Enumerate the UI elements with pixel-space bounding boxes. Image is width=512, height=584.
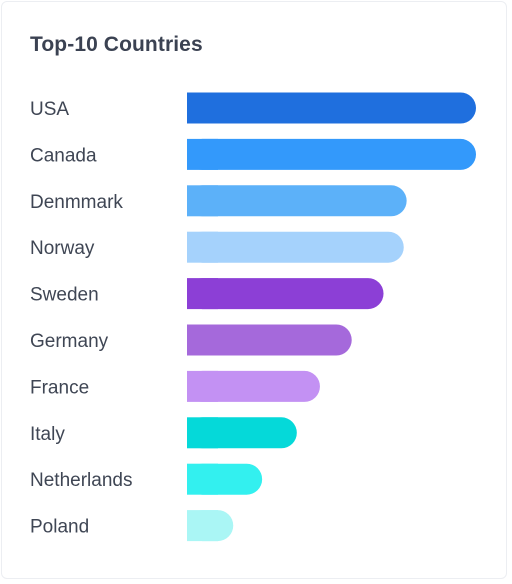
chart-title: Top-10 Countries — [30, 33, 203, 56]
category-label: France — [30, 377, 89, 398]
bar-base-netherlands — [187, 463, 218, 495]
category-label: Sweden — [30, 285, 99, 306]
category-label: Canada — [30, 145, 97, 166]
category-label: Germany — [30, 331, 109, 352]
bar-base-poland — [187, 510, 218, 542]
bar-base-canada — [187, 138, 218, 170]
bar-sweden[interactable] — [187, 278, 384, 310]
bar-base-italy — [187, 417, 218, 449]
bar-base-norway — [187, 231, 218, 263]
bar-usa[interactable] — [187, 92, 476, 124]
bar-base-sweden — [187, 278, 218, 310]
bar-base-denmmark — [187, 185, 218, 217]
bar-france[interactable] — [187, 370, 320, 402]
category-label: Netherlands — [30, 470, 132, 491]
bar-denmmark[interactable] — [187, 185, 407, 217]
category-label: Poland — [30, 517, 89, 538]
bar-norway[interactable] — [187, 231, 404, 263]
bar-base-usa — [187, 92, 218, 124]
category-label: Italy — [30, 424, 65, 445]
category-label: Norway — [30, 238, 95, 259]
bar-base-germany — [187, 324, 218, 356]
bar-germany[interactable] — [187, 324, 352, 356]
category-label: Denmmark — [30, 192, 123, 213]
bar-canada[interactable] — [187, 138, 476, 170]
bar-base-france — [187, 370, 218, 402]
category-label: USA — [30, 99, 69, 120]
